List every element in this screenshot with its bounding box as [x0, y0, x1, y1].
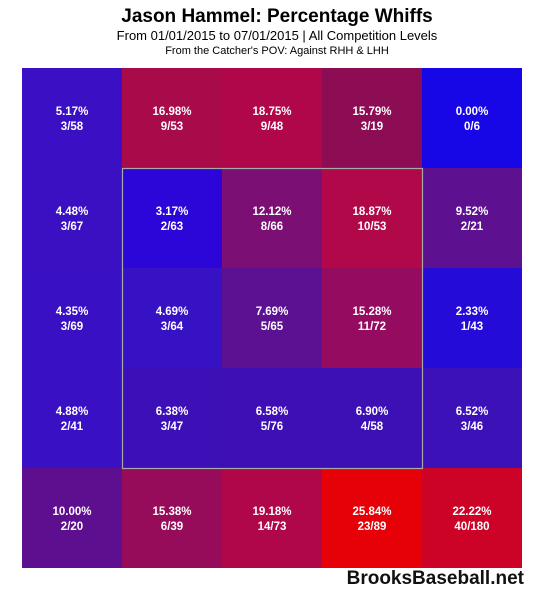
cell-percentage-label: 6.90%	[356, 406, 389, 418]
cell-count-label: 2/63	[161, 221, 183, 233]
cell-percentage-label: 6.38%	[156, 406, 189, 418]
cell-count-label: 9/53	[161, 121, 183, 133]
cell-count-label: 2/21	[461, 221, 484, 233]
cell-percentage-label: 22.22%	[452, 506, 491, 518]
cell-count-label: 2/41	[61, 421, 84, 433]
cell-percentage-label: 0.00%	[456, 106, 489, 118]
cell-count-label: 9/48	[261, 121, 284, 133]
cell-percentage-label: 2.33%	[456, 306, 489, 318]
cell-count-label: 3/64	[161, 321, 184, 333]
heatmap-cell	[222, 68, 322, 168]
heatmap-cell	[422, 68, 522, 168]
heatmap-cell	[322, 468, 422, 568]
heatmap-cell	[222, 368, 322, 468]
chart-title: Jason Hammel: Percentage Whiffs	[121, 6, 433, 27]
heatmap-cell	[222, 468, 322, 568]
cell-count-label: 3/67	[61, 221, 83, 233]
heatmap-cell	[122, 68, 222, 168]
cell-count-label: 3/69	[61, 321, 83, 333]
heatmap-cell	[122, 268, 222, 368]
heatmap-cell	[222, 168, 322, 268]
heatmap-cell	[122, 468, 222, 568]
heatmap-cell	[22, 468, 122, 568]
cell-percentage-label: 4.35%	[56, 306, 89, 318]
cell-percentage-label: 6.58%	[256, 406, 289, 418]
cell-percentage-label: 15.38%	[152, 506, 191, 518]
cell-count-label: 4/58	[361, 421, 384, 433]
heatmap-cell	[322, 268, 422, 368]
cell-percentage-label: 12.12%	[252, 206, 291, 218]
cell-percentage-label: 4.88%	[56, 406, 89, 418]
heatmap-cell	[422, 268, 522, 368]
cell-count-label: 10/53	[358, 221, 387, 233]
cell-percentage-label: 25.84%	[352, 506, 391, 518]
cell-count-label: 3/58	[61, 121, 84, 133]
heatmap-cell	[322, 368, 422, 468]
cell-count-label: 0/6	[464, 121, 480, 133]
cell-count-label: 3/47	[161, 421, 183, 433]
heatmap-cell	[22, 68, 122, 168]
cell-count-label: 3/46	[461, 421, 483, 433]
cell-percentage-label: 6.52%	[456, 406, 489, 418]
cell-percentage-label: 16.98%	[152, 106, 191, 118]
heatmap-cell	[322, 168, 422, 268]
cell-count-label: 14/73	[258, 521, 287, 533]
heatmap-cell	[122, 168, 222, 268]
heatmap-cell	[22, 268, 122, 368]
heatmap-cell	[22, 168, 122, 268]
chart-subtitle: From 01/01/2015 to 07/01/2015 | All Comp…	[116, 28, 438, 43]
heatmap-cell	[322, 68, 422, 168]
heatmap-cell	[422, 368, 522, 468]
cell-count-label: 2/20	[61, 521, 83, 533]
heatmap-cell	[22, 368, 122, 468]
heatmap-cell	[122, 368, 222, 468]
heatmap-cell	[222, 268, 322, 368]
cell-percentage-label: 4.48%	[56, 206, 89, 218]
cell-count-label: 11/72	[358, 321, 386, 333]
cell-percentage-label: 19.18%	[252, 506, 291, 518]
watermark: BrooksBaseball.net	[346, 568, 524, 589]
cell-percentage-label: 15.79%	[352, 106, 391, 118]
cell-count-label: 8/66	[261, 221, 283, 233]
cell-percentage-label: 18.75%	[252, 106, 291, 118]
chart-subtitle-pov: From the Catcher's POV: Against RHH & LH…	[165, 45, 389, 57]
cell-count-label: 6/39	[161, 521, 183, 533]
heatmap-cell	[422, 468, 522, 568]
cell-count-label: 5/65	[261, 321, 284, 333]
cell-percentage-label: 10.00%	[52, 506, 91, 518]
cell-count-label: 5/76	[261, 421, 283, 433]
cell-count-label: 23/89	[358, 521, 387, 533]
cell-percentage-label: 4.69%	[156, 306, 189, 318]
heatmap-cell	[422, 168, 522, 268]
cell-count-label: 40/180	[454, 521, 489, 533]
cell-percentage-label: 18.87%	[352, 206, 391, 218]
cell-percentage-label: 7.69%	[256, 306, 289, 318]
strike-zone-outline	[121, 167, 424, 470]
cell-percentage-label: 5.17%	[56, 106, 89, 118]
cell-percentage-label: 9.52%	[456, 206, 489, 218]
cell-count-label: 1/43	[461, 321, 483, 333]
cell-percentage-label: 3.17%	[156, 206, 189, 218]
cell-percentage-label: 15.28%	[352, 306, 391, 318]
cell-count-label: 3/19	[361, 121, 383, 133]
